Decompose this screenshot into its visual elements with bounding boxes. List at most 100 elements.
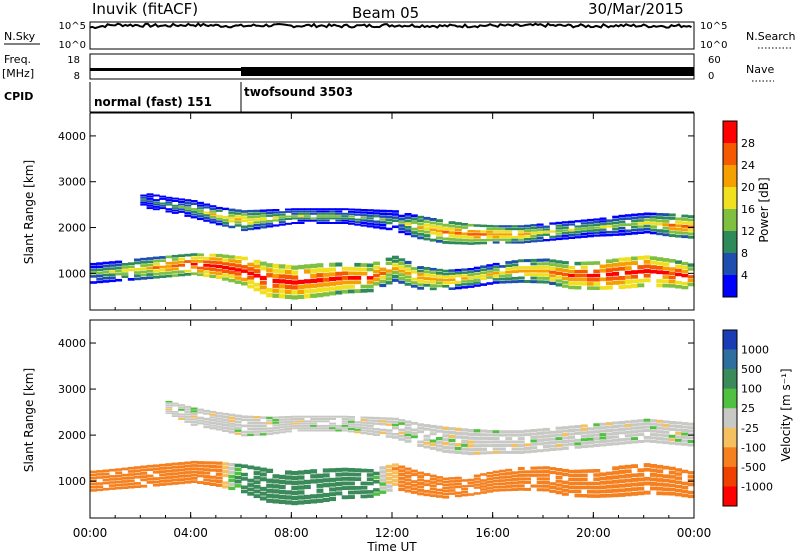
power-cells-cell-1 <box>536 239 544 242</box>
vel-cells-cell-0 <box>555 487 563 491</box>
vel-cells-cell-0 <box>234 484 242 488</box>
vel-cells-cell-0 <box>222 481 229 485</box>
power-cells-cell-0 <box>555 283 563 287</box>
vel-cells-cell-0 <box>549 482 557 486</box>
power-cells-cell-0 <box>650 265 657 269</box>
velocity-colorbar-tick: -25 <box>741 422 759 435</box>
power-cells-cell-1 <box>656 229 664 232</box>
vel-cells-cell-1 <box>247 433 255 437</box>
vel-cells-cell-0 <box>587 481 594 486</box>
vel-cells-cell-0 <box>492 470 500 474</box>
power-cells-cell-0 <box>656 279 664 283</box>
power-cells-cell-0 <box>146 273 154 276</box>
power-cells-cell-0 <box>486 270 494 273</box>
power-ylabel: Slant Range [km] <box>22 160 36 264</box>
power-cells-cell-0 <box>574 269 582 274</box>
power-cells-cell-1 <box>499 225 506 228</box>
power-cells-cell-0 <box>417 283 425 287</box>
power-cells-cell-0 <box>379 271 387 275</box>
power-cells-cell-1 <box>366 209 374 212</box>
power-cells-cell-0 <box>398 273 406 277</box>
vel-cells-cell-1 <box>253 416 261 419</box>
power-cells-cell-0 <box>442 278 450 282</box>
power-cells-cell-1 <box>517 241 525 244</box>
power-cells-cell-1 <box>366 219 374 223</box>
vel-cells-cell-0 <box>492 473 500 477</box>
power-cells-cell-1 <box>373 226 380 229</box>
power-cells-cell-0 <box>354 271 362 276</box>
vel-cells-cell-1 <box>215 422 223 426</box>
power-cells-cell-0 <box>203 260 211 264</box>
power-cells-cell-0 <box>272 278 280 283</box>
power-cells-cell-0 <box>360 271 368 276</box>
power-cells-cell-0 <box>549 263 557 267</box>
vel-cells-cell-0 <box>178 474 185 478</box>
vel-cells-cell-1 <box>209 419 217 422</box>
vel-cells-cell-0 <box>310 499 318 504</box>
power-cells-cell-1 <box>568 228 576 231</box>
power-cells-cell-0 <box>316 293 324 298</box>
power-cells-cell-1 <box>266 225 274 228</box>
power-cells-cell-0 <box>241 256 248 261</box>
vel-cells-cell-0 <box>222 470 229 474</box>
power-cells-cell-1 <box>253 226 261 230</box>
power-cells-cell-0 <box>303 294 311 299</box>
power-cells-cell-0 <box>599 268 607 273</box>
power-cells-cell-0 <box>159 272 167 275</box>
vel-cells-cell-0 <box>253 466 261 471</box>
vel-cells-cell-0 <box>171 478 179 482</box>
power-cells-cell-0 <box>316 283 324 288</box>
vel-cells-cell-0 <box>253 480 261 485</box>
vel-cells-cell-1 <box>448 431 456 435</box>
power-cells-cell-1 <box>253 221 261 224</box>
power-cells-cell-0 <box>127 265 135 269</box>
power-cells-cell-1 <box>203 214 211 217</box>
power-cells-cell-0 <box>511 266 519 270</box>
power-cells-cell-0 <box>341 280 349 285</box>
power-cells-cell-0 <box>499 277 506 281</box>
vel-cells-cell-1 <box>605 435 613 439</box>
power-cells-cell-0 <box>398 262 406 266</box>
vel-cells-cell-1 <box>530 446 538 450</box>
power-cells-cell-0 <box>253 269 261 273</box>
power-cells-cell-0 <box>631 261 638 265</box>
power-cells-cell-0 <box>637 265 645 269</box>
vel-cells-cell-1 <box>209 416 217 419</box>
power-cells-cell-0 <box>530 258 538 262</box>
power-cells-cell-1 <box>159 195 167 198</box>
power-cells-cell-1 <box>241 216 248 219</box>
power-cells-cell-1 <box>605 233 613 237</box>
vel-cells-cell-1 <box>580 427 588 431</box>
vel-cells-cell-1 <box>530 435 538 439</box>
vel-cells-cell-1 <box>429 446 437 450</box>
power-cells-cell-0 <box>574 273 582 278</box>
power-cells-cell-1 <box>618 230 626 233</box>
power-cells-cell-0 <box>511 270 519 274</box>
power-cells-cell-1 <box>549 238 557 241</box>
power-cells-cell-1 <box>454 231 462 235</box>
power-cells-cell-1 <box>637 231 645 234</box>
vel-cells-cell-1 <box>448 434 456 439</box>
vel-cells-cell-1 <box>385 432 393 435</box>
power-cells-cell-1 <box>228 211 236 214</box>
vel-cells-cell-1 <box>612 438 620 442</box>
vel-cells-cell-1 <box>555 440 563 444</box>
vel-cells-cell-0 <box>662 483 670 487</box>
vel-cells-cell-1 <box>511 444 519 447</box>
vel-cells-cell-1 <box>492 440 500 444</box>
vel-cells-cell-1 <box>524 433 531 437</box>
vel-cells-cell-0 <box>436 479 443 482</box>
vel-cells-cell-0 <box>322 478 330 483</box>
power-cells-cell-1 <box>511 235 519 239</box>
power-cells-cell-1 <box>335 215 343 218</box>
vel-cells-cell-0 <box>499 472 506 476</box>
vel-cells-cell-0 <box>285 470 292 475</box>
power-cells-cell-1 <box>385 227 393 231</box>
power-cells-cell-0 <box>580 269 588 274</box>
vel-cells-cell-0 <box>473 483 481 486</box>
vel-cells-cell-1 <box>568 442 576 446</box>
power-cells-cell-0 <box>505 267 513 271</box>
power-cells-cell-1 <box>668 234 676 237</box>
vel-cells-cell-1 <box>197 419 204 422</box>
vel-cells-cell-1 <box>637 429 645 433</box>
